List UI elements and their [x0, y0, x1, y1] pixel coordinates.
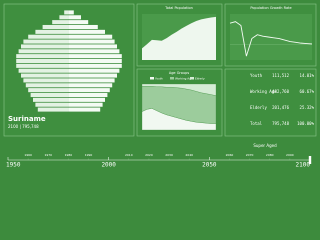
female-bar: [69, 58, 122, 64]
female-bar: [69, 29, 105, 34]
female-bar: [69, 97, 105, 102]
male-bar: [28, 34, 69, 39]
male-bar: [18, 68, 70, 73]
line: [229, 21, 313, 57]
male-bar: [23, 78, 69, 83]
minor-tick-label: 2010: [125, 153, 133, 157]
female-bar: [69, 44, 117, 49]
table-panel: [224, 68, 317, 137]
row-label: Total: [250, 121, 263, 126]
male-bar: [37, 107, 69, 112]
row-value: 482,760: [272, 89, 289, 94]
minor-tick-label: 1970: [44, 153, 52, 157]
country-subtitle: 2100 | 795,748: [8, 124, 39, 129]
row-pct: 25.32%: [300, 105, 315, 110]
male-bar: [21, 73, 69, 78]
male-bar: [16, 58, 69, 64]
legend-label: Working Age: [175, 76, 193, 80]
chart-title: Population Growth Rate: [250, 6, 291, 10]
legend-label: Elderly: [195, 76, 205, 80]
minor-tick-label: 1990: [85, 153, 93, 157]
female-bar: [69, 68, 120, 73]
slider-handle: [308, 156, 312, 164]
dashboard: Suriname 2100 | 795,748 Total Population…: [3, 3, 317, 169]
row-label: Elderly: [250, 105, 267, 110]
minor-tick-label: 2080: [266, 153, 274, 157]
male-bar: [21, 44, 69, 49]
row-label: Working Age: [250, 89, 277, 94]
male-bar: [16, 63, 69, 68]
minor-tick-label: 2020: [145, 153, 153, 157]
row-value: 111,512: [272, 73, 289, 78]
minor-tick-label: 1960: [24, 153, 32, 157]
row-pct: 60.67%: [300, 89, 315, 94]
male-bar: [25, 83, 69, 88]
male-bar: [23, 39, 69, 44]
male-bar: [16, 54, 69, 59]
female-bar: [69, 20, 89, 25]
male-bar: [30, 92, 70, 98]
legend-label: Youth: [155, 76, 163, 80]
row-value: 795,748: [272, 121, 289, 126]
row-value: 201,476: [272, 105, 289, 110]
stage-label: Super Aged: [253, 143, 277, 148]
female-bar: [69, 107, 101, 112]
male-bar: [52, 20, 69, 25]
male-bar: [35, 102, 69, 107]
female-bar: [69, 78, 115, 83]
marks: Total Population Population Growth Rate Ag…: [6, 6, 315, 169]
chart-title: Age Groups: [169, 71, 190, 75]
row-label: Youth: [250, 73, 263, 78]
stacked-area: [141, 83, 217, 96]
minor-tick-label: 2090: [286, 153, 294, 157]
female-bar: [69, 83, 113, 88]
female-bar: [69, 88, 110, 93]
minor-tick-label: 2060: [226, 153, 234, 157]
male-bar: [59, 15, 69, 20]
major-tick-label: 2100: [296, 162, 311, 169]
minor-tick-label: 2070: [246, 153, 254, 157]
male-bar: [35, 29, 69, 34]
male-bar: [42, 24, 69, 30]
area: [142, 16, 216, 60]
female-bar: [69, 24, 98, 30]
female-bar: [69, 63, 122, 68]
male-bar: [18, 49, 70, 54]
male-bar: [28, 88, 69, 93]
female-bar: [69, 73, 117, 78]
minor-tick-label: 2040: [185, 153, 193, 157]
female-bar: [69, 15, 81, 20]
minor-tick-label: 2030: [165, 153, 173, 157]
major-tick-label: 2050: [202, 162, 217, 169]
legend-swatch: [150, 77, 154, 80]
minor-tick-label: 1980: [65, 153, 73, 157]
major-tick-label: 1950: [6, 162, 21, 169]
legend-swatch: [190, 77, 194, 80]
female-bar: [69, 34, 113, 39]
row-pct: 100.00%: [297, 121, 314, 126]
chart-title: Total Population: [164, 6, 193, 10]
legend-swatch: [170, 77, 174, 80]
female-bar: [69, 92, 108, 98]
female-bar: [69, 10, 74, 15]
female-bar: [69, 54, 122, 59]
female-bar: [69, 39, 115, 44]
male-bar: [64, 10, 69, 15]
major-tick-label: 2000: [101, 162, 116, 169]
country-name: Suriname: [8, 115, 46, 123]
female-bar: [69, 49, 120, 54]
row-pct: 14.01%: [300, 73, 315, 78]
male-bar: [33, 97, 69, 102]
female-bar: [69, 102, 103, 107]
